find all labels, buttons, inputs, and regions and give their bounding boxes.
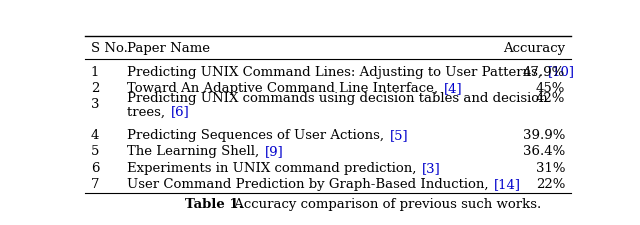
- Text: 45%: 45%: [536, 82, 565, 95]
- Text: 47.9%: 47.9%: [523, 65, 565, 79]
- Text: [5]: [5]: [390, 129, 408, 142]
- Text: Predicting UNIX Command Lines: Adjusting to User Patterns,: Predicting UNIX Command Lines: Adjusting…: [127, 65, 547, 79]
- Text: User Command Prediction by Graph-Based Induction,: User Command Prediction by Graph-Based I…: [127, 178, 493, 191]
- Text: [3]: [3]: [422, 162, 441, 175]
- Text: The Learning Shell,: The Learning Shell,: [127, 145, 264, 158]
- Text: 3: 3: [91, 99, 99, 111]
- Text: [6]: [6]: [171, 105, 189, 118]
- Text: [9]: [9]: [265, 145, 284, 158]
- Text: Predicting UNIX commands using decision tables and decision: Predicting UNIX commands using decision …: [127, 92, 548, 105]
- Text: Paper Name: Paper Name: [127, 42, 210, 55]
- Text: S No.: S No.: [91, 42, 128, 55]
- Text: Experiments in UNIX command prediction,: Experiments in UNIX command prediction,: [127, 162, 420, 175]
- Text: 2: 2: [91, 82, 99, 95]
- Text: 1: 1: [91, 65, 99, 79]
- Text: 39.9%: 39.9%: [523, 129, 565, 142]
- Text: 31%: 31%: [536, 162, 565, 175]
- Text: trees,: trees,: [127, 105, 170, 118]
- Text: 4: 4: [91, 129, 99, 142]
- Text: Predicting Sequences of User Actions,: Predicting Sequences of User Actions,: [127, 129, 388, 142]
- Text: Accuracy comparison of previous such works.: Accuracy comparison of previous such wor…: [230, 198, 541, 211]
- Text: 36.4%: 36.4%: [523, 145, 565, 158]
- Text: [4]: [4]: [444, 82, 463, 95]
- Text: 7: 7: [91, 178, 99, 191]
- Text: Table 1.: Table 1.: [185, 198, 243, 211]
- Text: 5: 5: [91, 145, 99, 158]
- Text: 22%: 22%: [536, 178, 565, 191]
- Text: [14]: [14]: [494, 178, 522, 191]
- Text: Accuracy: Accuracy: [503, 42, 565, 55]
- Text: Toward An Adaptive Command Line Interface,: Toward An Adaptive Command Line Interfac…: [127, 82, 442, 95]
- Text: 6: 6: [91, 162, 99, 175]
- Text: [10]: [10]: [548, 65, 575, 79]
- Text: 42%: 42%: [536, 92, 565, 105]
